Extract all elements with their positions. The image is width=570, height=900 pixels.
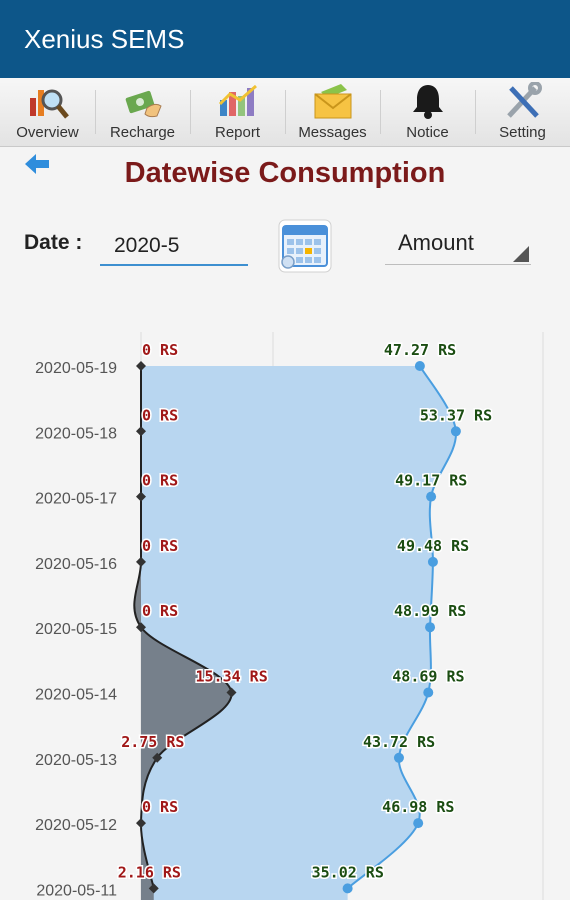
toolbar-recharge-button[interactable]: Recharge bbox=[95, 78, 190, 146]
data-label: 35.02 RS bbox=[312, 863, 384, 881]
data-label: 49.48 RS bbox=[397, 537, 469, 555]
metric-select[interactable]: Amount bbox=[385, 226, 531, 265]
category-tick-label: 2020-05-12 bbox=[35, 817, 117, 834]
back-arrow-icon[interactable] bbox=[22, 150, 52, 178]
main-toolbar: Overview Recharge Report Messages bbox=[0, 78, 570, 147]
date-label: Date : bbox=[24, 231, 83, 254]
data-label: 48.99 RS bbox=[394, 602, 466, 620]
overview-chart-magnifier-icon bbox=[29, 89, 69, 119]
category-tick-label: 2020-05-11 bbox=[36, 882, 117, 899]
toolbar-label: Setting bbox=[499, 124, 546, 141]
category-tick-label: 2020-05-14 bbox=[35, 687, 117, 704]
series-1-point bbox=[152, 752, 163, 763]
category-tick-label: 2020-05-15 bbox=[35, 621, 117, 638]
page-title: Datewise Consumption bbox=[124, 157, 446, 189]
data-label: 0 RS bbox=[142, 602, 178, 620]
data-label: 48.69 RS bbox=[392, 668, 464, 686]
data-label: 0 RS bbox=[142, 472, 178, 490]
data-label: 0 RS bbox=[142, 341, 178, 359]
series-2-area bbox=[141, 366, 456, 900]
series-1-point bbox=[136, 361, 146, 371]
category-tick-label: 2020-05-19 bbox=[35, 360, 117, 377]
notice-bell-icon bbox=[412, 85, 443, 119]
data-label: 0 RS bbox=[142, 537, 178, 555]
app-title: Xenius SEMS bbox=[24, 24, 185, 54]
category-tick-label: 2020-05-13 bbox=[35, 752, 117, 769]
series-2-point bbox=[393, 752, 404, 763]
toolbar-report-button[interactable]: Report bbox=[190, 78, 285, 146]
toolbar-messages-button[interactable]: Messages bbox=[285, 78, 380, 146]
data-label: 49.17 RS bbox=[395, 472, 467, 490]
series-1-point bbox=[136, 622, 146, 633]
series-1-point bbox=[226, 687, 237, 698]
data-label: 46.98 RS bbox=[382, 798, 454, 816]
data-label: 0 RS bbox=[142, 798, 178, 816]
series-2-point bbox=[342, 883, 353, 894]
toolbar-overview-button[interactable]: Overview bbox=[0, 78, 95, 146]
toolbar-notice-button[interactable]: Notice bbox=[380, 78, 475, 146]
category-tick-label: 2020-05-16 bbox=[35, 556, 117, 573]
series-2-point bbox=[425, 622, 436, 633]
messages-envelope-icon bbox=[313, 84, 352, 119]
app-bar: Xenius SEMS bbox=[0, 0, 570, 78]
series-1-point bbox=[136, 556, 146, 567]
category-tick-label: 2020-05-17 bbox=[35, 491, 117, 508]
report-chart-icon bbox=[218, 84, 257, 116]
category-tick-label: 2020-05-18 bbox=[35, 425, 117, 442]
data-label: 0 RS bbox=[142, 406, 178, 424]
series-1-point bbox=[136, 818, 146, 829]
series-1-point bbox=[148, 883, 159, 894]
setting-tools-icon bbox=[506, 82, 542, 118]
recharge-money-icon bbox=[125, 90, 162, 118]
toolbar-label: Notice bbox=[406, 124, 449, 141]
series-2-point bbox=[423, 687, 434, 698]
calendar-icon[interactable] bbox=[277, 218, 333, 274]
series-1-point bbox=[136, 426, 146, 437]
series-1-point bbox=[136, 491, 146, 502]
data-label: 2.75 RS bbox=[121, 733, 184, 751]
toolbar-label: Report bbox=[214, 124, 261, 141]
data-label: 53.37 RS bbox=[420, 406, 492, 424]
dropdown-arrow-icon bbox=[513, 246, 529, 262]
data-label: 47.27 RS bbox=[384, 341, 456, 359]
date-input[interactable] bbox=[100, 228, 248, 266]
data-label: 15.34 RS bbox=[196, 668, 268, 686]
toolbar-setting-button[interactable]: Setting bbox=[475, 78, 570, 146]
series-1-line bbox=[133, 365, 233, 889]
toolbar-label: Overview bbox=[16, 124, 79, 141]
series-2-point bbox=[414, 361, 425, 371]
toolbar-label: Recharge bbox=[109, 124, 176, 141]
data-label: 43.72 RS bbox=[363, 733, 435, 751]
series-2-point bbox=[427, 556, 438, 567]
metric-select-value: Amount bbox=[398, 230, 474, 255]
series-2-point bbox=[413, 818, 424, 829]
data-label: 2.16 RS bbox=[118, 863, 181, 881]
series-2-point bbox=[450, 426, 461, 437]
series-2-point bbox=[426, 491, 437, 502]
toolbar-label: Messages bbox=[298, 124, 367, 141]
